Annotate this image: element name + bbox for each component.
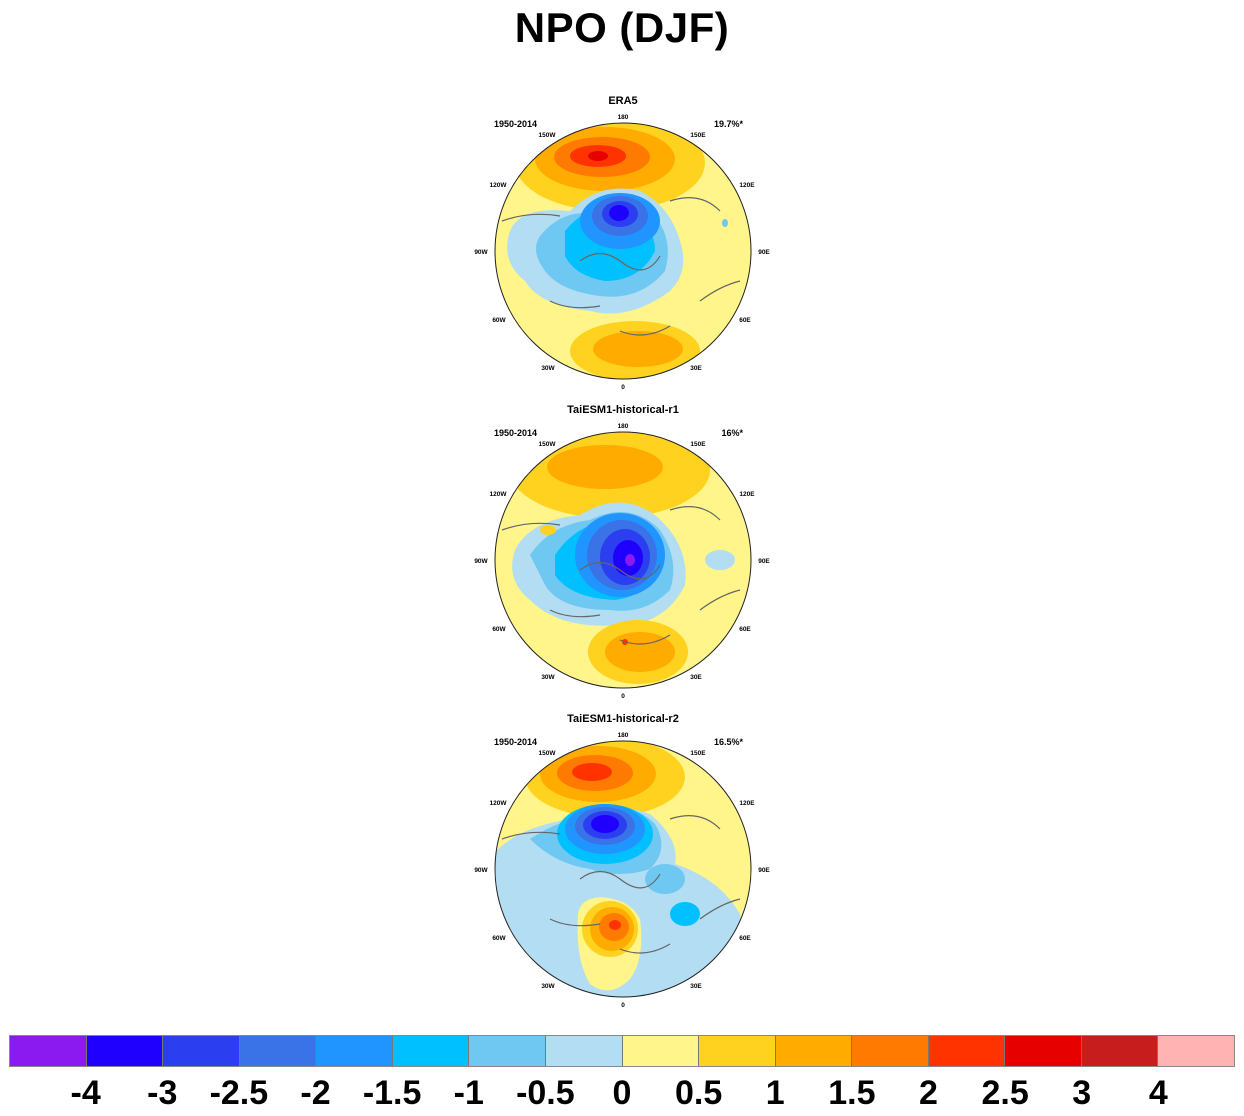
polar-map: 180 150W 150E 120W 120E 90W 90E 60W 60E … <box>474 423 770 700</box>
map-panel-taiesm1-r2: TaiESM1-historical-r2 1950-2014 16.5%* <box>470 713 780 1013</box>
colorbar-cell <box>622 1036 700 1066</box>
panel-period: 1950-2014 <box>494 737 538 747</box>
panel-period: 1950-2014 <box>494 428 538 438</box>
colorbar-tick-label: 1.5 <box>828 1074 876 1112</box>
colorbar-tick-label: -2.5 <box>209 1074 269 1112</box>
panel-title: TaiESM1-historical-r1 <box>567 404 679 416</box>
lon-label-30e: 30E <box>690 365 702 372</box>
colorbar-cell <box>928 1036 1006 1066</box>
lon-label-0: 0 <box>621 693 625 700</box>
colorbar-cell <box>469 1036 546 1066</box>
colorbar-cell <box>316 1036 393 1066</box>
colorbar-tick-label: 1 <box>765 1074 785 1112</box>
colorbar-cell <box>545 1036 623 1066</box>
figure-title: NPO (DJF) <box>514 4 730 51</box>
lon-label-150w: 150W <box>539 750 557 757</box>
colorbar-tick-label: -4 <box>70 1074 101 1112</box>
panel-explained-variance: 19.7%* <box>713 119 743 129</box>
lon-label-120e: 120E <box>739 800 755 807</box>
colorbar-cell <box>1158 1036 1234 1066</box>
colorbar-cell <box>10 1036 87 1066</box>
lon-label-180: 180 <box>618 423 629 430</box>
lon-label-150w: 150W <box>539 132 557 139</box>
colorbar-tick-label: -1 <box>453 1074 484 1112</box>
lon-label-30w: 30W <box>541 365 555 372</box>
colorbar-tick-label: 3 <box>1072 1074 1092 1112</box>
lon-label-90e: 90E <box>758 867 770 874</box>
lon-label-90e: 90E <box>758 558 770 565</box>
lon-label-0: 0 <box>621 384 625 391</box>
colorbar-cell <box>775 1036 853 1066</box>
colorbar-tick-label: -2 <box>300 1074 331 1112</box>
colorbar-tick-label: 4 <box>1148 1074 1168 1112</box>
lon-label-180: 180 <box>618 114 629 121</box>
colorbar-cell <box>1005 1036 1082 1066</box>
lon-label-150w: 150W <box>539 441 557 448</box>
colorbar-cell <box>852 1036 929 1066</box>
colorbar-tick-label: 2.5 <box>981 1074 1029 1112</box>
panel-explained-variance: 16.5%* <box>713 737 743 747</box>
lon-label-30w: 30W <box>541 674 555 681</box>
lon-label-120e: 120E <box>739 491 755 498</box>
colorbar-cell <box>699 1036 776 1066</box>
lon-label-150e: 150E <box>690 441 706 448</box>
colorbar-tick-label: 2 <box>919 1074 938 1112</box>
lon-label-120w: 120W <box>490 491 508 498</box>
lon-label-120w: 120W <box>490 182 508 189</box>
lon-label-0: 0 <box>621 1002 625 1009</box>
lon-label-60e: 60E <box>739 626 751 633</box>
colorbar-cell <box>163 1036 240 1066</box>
map-panel-era5: ERA5 1950-2014 19.7%* <box>470 95 780 395</box>
lon-label-90w: 90W <box>474 558 488 565</box>
panel-explained-variance: 16%* <box>721 428 743 438</box>
colorbar-tick-label: -3 <box>147 1074 178 1112</box>
lon-label-30e: 30E <box>690 674 702 681</box>
lon-label-150e: 150E <box>690 750 706 757</box>
lon-label-150e: 150E <box>690 132 706 139</box>
lon-label-60w: 60W <box>492 935 506 942</box>
lon-label-120w: 120W <box>490 800 508 807</box>
colorbar-cell <box>392 1036 470 1066</box>
map-panel-taiesm1-r1: TaiESM1-historical-r1 1950-2014 16%* <box>470 404 780 704</box>
lon-label-30w: 30W <box>541 983 555 990</box>
lon-label-30e: 30E <box>690 983 702 990</box>
lon-label-90w: 90W <box>474 867 488 874</box>
panel-title: TaiESM1-historical-r2 <box>567 713 679 725</box>
colorbar-tick-label: -1.5 <box>362 1074 422 1112</box>
colorbar-cell <box>1081 1036 1159 1066</box>
lon-label-180: 180 <box>618 732 629 739</box>
lon-label-60w: 60W <box>492 626 506 633</box>
colorbar-tick-label: 0 <box>612 1074 632 1112</box>
colorbar-tick-label: 0.5 <box>674 1074 723 1112</box>
lon-label-120e: 120E <box>739 182 755 189</box>
lon-label-90e: 90E <box>758 249 770 256</box>
panel-period: 1950-2014 <box>494 119 538 129</box>
colorbar <box>9 1035 1235 1067</box>
lon-label-60w: 60W <box>492 317 506 324</box>
polar-map: 180 150W 150E 120W 120E 90W 90E 60W 60E … <box>474 114 770 391</box>
lon-label-90w: 90W <box>474 249 488 256</box>
lon-label-60e: 60E <box>739 935 751 942</box>
panel-title: ERA5 <box>608 95 638 107</box>
colorbar-cell <box>239 1036 317 1066</box>
lon-label-60e: 60E <box>739 317 751 324</box>
colorbar-tick-label: -0.5 <box>516 1074 575 1112</box>
polar-map: 180 150W 150E 120W 120E 90W 90E 60W 60E … <box>474 732 770 1009</box>
colorbar-cell <box>86 1036 164 1066</box>
